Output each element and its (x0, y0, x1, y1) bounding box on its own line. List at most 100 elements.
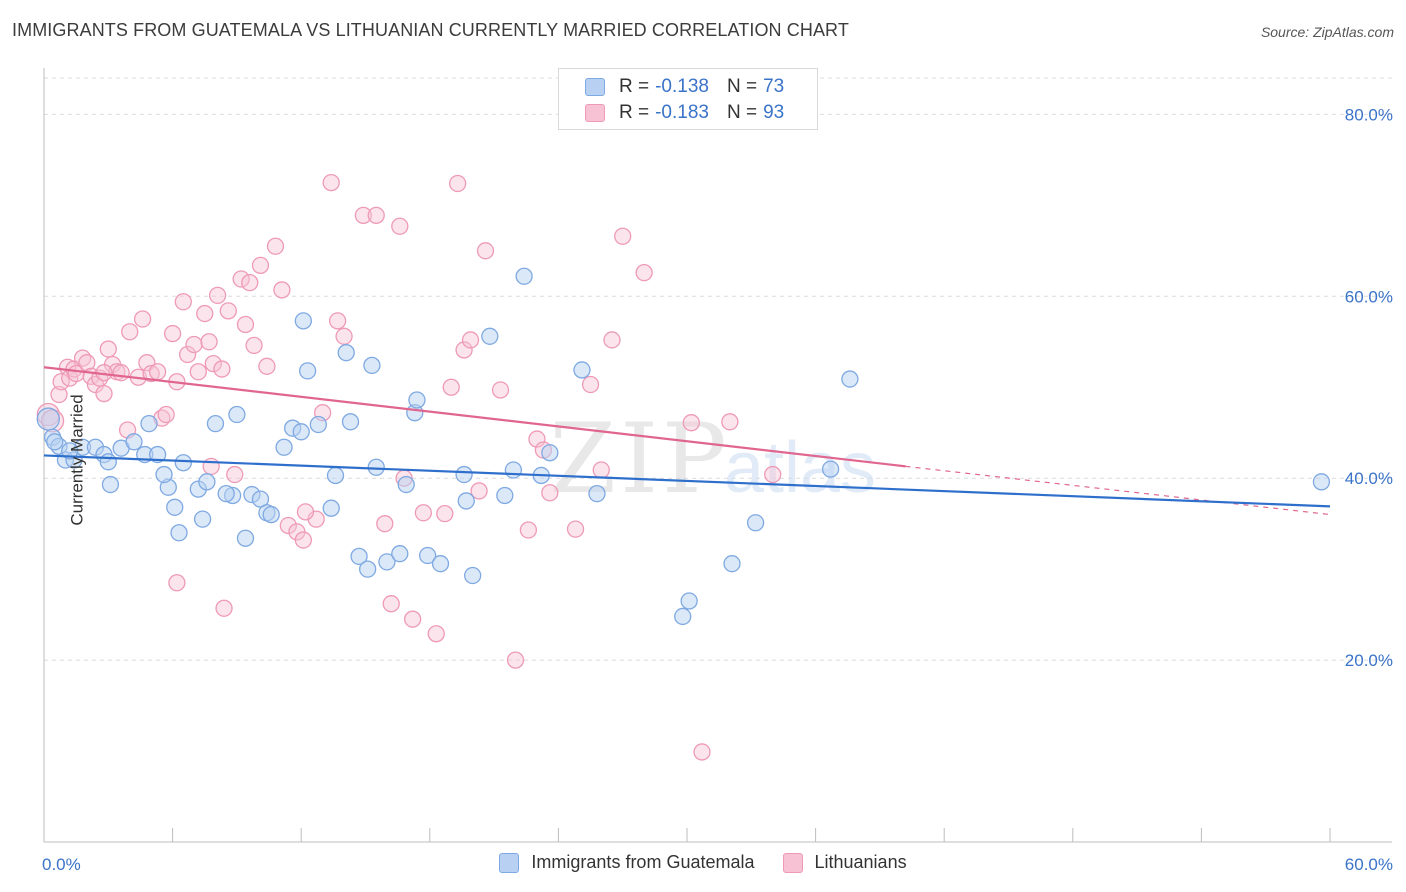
data-point-lithuanians (251, 256, 270, 275)
data-point-lithuanians (528, 430, 546, 448)
data-point-lithuanians (219, 302, 237, 320)
x-tick-label: 60.0% (1345, 855, 1393, 874)
data-point-lithuanians (294, 531, 312, 549)
data-point-guatemala (155, 465, 173, 484)
data-point-guatemala (419, 546, 437, 565)
data-point-lithuanians (258, 357, 276, 375)
data-point-lithuanians (335, 327, 353, 345)
data-point-lithuanians (541, 484, 559, 502)
data-point-guatemala (588, 485, 606, 503)
data-point-guatemala (841, 370, 859, 388)
data-point-guatemala (378, 553, 396, 571)
y-tick-label: 40.0% (1345, 469, 1393, 488)
data-point-guatemala (298, 362, 317, 380)
legend-item-guatemala: Immigrants from Guatemala (499, 852, 755, 873)
data-point-lithuanians (693, 743, 711, 761)
legend-row-guatemala: R = -0.138 N = 73 (585, 75, 784, 99)
data-point-guatemala (504, 461, 523, 479)
data-point-lithuanians (200, 333, 218, 351)
watermark-atlas: atlas (724, 428, 876, 508)
data-point-lithuanians (506, 651, 525, 669)
legend-swatch-blue (499, 852, 520, 873)
watermark: ZIP atlas (549, 403, 876, 515)
data-point-lithuanians (189, 363, 207, 381)
data-point-lithuanians (592, 461, 610, 479)
data-point-guatemala (821, 460, 840, 478)
data-point-guatemala (309, 415, 327, 434)
data-point-lithuanians (279, 516, 297, 535)
data-point-guatemala (337, 344, 355, 362)
data-point-guatemala (275, 438, 293, 456)
legend-swatch-pink (585, 104, 605, 122)
data-point-lithuanians (721, 413, 739, 431)
tick-labels: 20.0% 40.0% 60.0% 80.0% 0.0% 60.0% (42, 105, 1393, 874)
data-point-lithuanians (148, 363, 167, 381)
data-point-guatemala (397, 475, 415, 494)
trend-line-lithuanians-extension (905, 465, 1331, 516)
data-point-guatemala (193, 510, 212, 528)
data-point-guatemala (61, 442, 79, 460)
data-point-guatemala (363, 356, 381, 375)
data-point-lithuanians (95, 384, 113, 403)
y-tick-label: 80.0% (1345, 105, 1393, 124)
data-point-lithuanians (476, 242, 495, 260)
data-point-lithuanians (376, 515, 394, 533)
axes (43, 68, 1392, 843)
data-point-guatemala (36, 407, 60, 431)
chart-title: IMMIGRANTS FROM GUATEMALA VS LITHUANIAN … (12, 20, 849, 40)
legend-row-lithuanians: R = -0.183 N = 93 (585, 101, 784, 125)
legend-swatch-blue (585, 78, 605, 96)
data-point-guatemala (326, 466, 345, 485)
data-point-lithuanians (764, 465, 782, 484)
data-point-guatemala (358, 560, 377, 578)
data-point-guatemala (515, 267, 533, 285)
data-point-lithuanians (266, 237, 285, 255)
data-point-lithuanians (566, 520, 585, 538)
data-point-guatemala (367, 458, 385, 476)
data-point-lithuanians (322, 173, 340, 192)
data-point-guatemala (46, 433, 64, 451)
data-point-guatemala (464, 566, 482, 585)
data-point-lithuanians (236, 315, 255, 334)
data-point-lithuanians (142, 364, 160, 383)
data-point-lithuanians (367, 206, 385, 224)
legend-swatch-pink (782, 852, 803, 873)
data-point-lithuanians (226, 465, 244, 484)
data-point-guatemala (294, 312, 312, 330)
series-guatemala (36, 267, 1331, 626)
trend-line-lithuanians (43, 366, 906, 468)
data-point-lithuanians (635, 263, 653, 282)
data-point-guatemala (496, 486, 514, 505)
data-point-lithuanians (99, 340, 117, 358)
trend-line-guatemala (43, 454, 1331, 508)
data-point-guatemala (680, 592, 698, 610)
data-point-guatemala (431, 555, 450, 573)
watermark-zip: ZIP (549, 403, 730, 515)
data-point-lithuanians (78, 354, 96, 372)
data-point-lithuanians (168, 574, 186, 592)
data-point-guatemala (292, 423, 310, 441)
legend-n-label: N = (726, 102, 758, 123)
data-point-guatemala (674, 607, 692, 626)
data-point-lithuanians (328, 312, 347, 330)
data-point-lithuanians (382, 595, 400, 613)
data-point-lithuanians (614, 227, 632, 245)
data-point-guatemala (206, 414, 225, 433)
data-point-lithuanians (133, 310, 152, 328)
legend-n-label: N = (726, 76, 758, 97)
data-point-guatemala (408, 391, 426, 409)
x-tick-label: 0.0% (42, 855, 81, 874)
data-point-guatemala (125, 433, 143, 451)
data-point-lithuanians (354, 206, 373, 224)
data-point-lithuanians (273, 281, 291, 299)
series-lithuanians (36, 173, 782, 761)
data-point-guatemala (228, 405, 246, 424)
data-point-lithuanians (52, 373, 70, 391)
data-point-lithuanians (581, 375, 600, 394)
data-point-lithuanians (470, 482, 488, 500)
data-point-guatemala (236, 529, 255, 547)
data-point-lithuanians (519, 521, 538, 539)
data-point-lithuanians (391, 217, 409, 235)
legend-r-value: -0.183 (655, 102, 709, 123)
